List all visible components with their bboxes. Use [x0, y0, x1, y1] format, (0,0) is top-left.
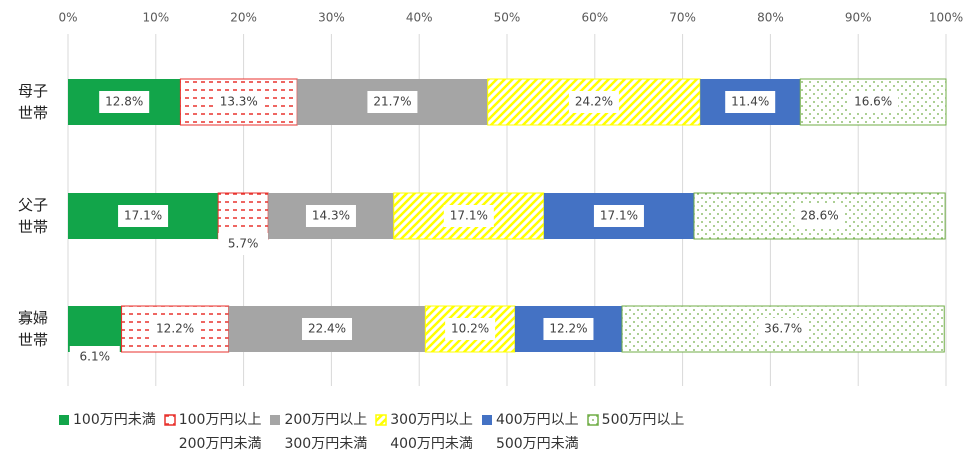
swatch [59, 415, 69, 425]
legend-swatch [586, 414, 599, 426]
label-box [568, 91, 619, 113]
label-box [305, 205, 356, 227]
x-tick-label: 90% [845, 11, 872, 25]
legend-label: 100万円以上 200万円未満 [178, 412, 262, 452]
label-box [445, 318, 496, 340]
data-label: 28.6% [801, 209, 839, 223]
data-label: 17.1% [124, 209, 162, 223]
legend-item: 400万円以上 500万円未満 [481, 408, 579, 456]
label-box [593, 205, 644, 227]
swatch [586, 414, 599, 426]
legend-swatch [163, 414, 176, 426]
legend-label: 100万円未満 [73, 412, 156, 428]
label-box [150, 318, 201, 340]
legend-swatch [481, 415, 492, 425]
data-label: 12.8% [105, 95, 143, 109]
data-label: 24.2% [575, 95, 613, 109]
x-tick-label: 20% [230, 11, 257, 25]
data-label: 21.7% [373, 95, 411, 109]
swatch [270, 415, 281, 425]
label-box [794, 205, 845, 227]
bar-segment [487, 78, 701, 126]
label-box [758, 318, 809, 340]
swatch [481, 415, 492, 425]
x-tick-label: 60% [581, 11, 608, 25]
data-label: 17.1% [600, 209, 638, 223]
legend-label: 400万円以上 500万円未満 [495, 412, 579, 452]
label-box [367, 91, 418, 113]
swatch [375, 414, 387, 426]
x-tick-label: 70% [669, 11, 696, 25]
label-box [302, 318, 353, 340]
data-label: 22.4% [308, 322, 346, 336]
chart: 0% 10% 20% 30% 40% 50% 60% 70% 80% 90% 100% 12.8% 13… [58, 11, 963, 386]
label-box [99, 91, 150, 113]
legend-item: 300万円以上 400万円未満 [375, 408, 473, 456]
label-box [218, 233, 269, 255]
label-box [543, 318, 594, 340]
data-label: 5.7% [228, 237, 259, 251]
bar-segment [799, 78, 947, 126]
data-label: 12.2% [549, 322, 587, 336]
category-label: 父子 世帯 [17, 196, 48, 236]
data-label: 13.3% [220, 95, 258, 109]
x-tick-label: 50% [494, 11, 521, 25]
bar-segment [217, 192, 269, 240]
legend-swatch [375, 414, 387, 426]
label-box [213, 91, 264, 113]
legend-item: 100万円未満 [58, 408, 156, 456]
category-label: 寡婦 世帯 [17, 309, 48, 349]
legend-label: 500万円以上 [601, 412, 685, 428]
label-box [69, 346, 120, 368]
data-label: 10.2% [451, 322, 489, 336]
label-box [725, 91, 776, 113]
x-tick-label: 40% [406, 11, 433, 25]
legend-swatch [59, 415, 69, 425]
data-label: 14.3% [312, 209, 350, 223]
x-tick-label: 100% [929, 11, 963, 25]
label-box [848, 91, 899, 113]
data-label: 6.1% [80, 350, 111, 364]
legend-label: 200万円以上 300万円未満 [284, 412, 368, 452]
x-tick-label: 10% [142, 11, 169, 25]
bar-segment [68, 306, 122, 352]
legend-item: 500万円以上 [586, 408, 685, 456]
data-label: 17.1% [450, 209, 488, 223]
legend: 100万円未満 100万円以上 200万円未満 200万円以上 300万円未満 300… [58, 408, 684, 456]
category-label: 母子 世帯 [17, 82, 48, 122]
x-tick-label: 0% [58, 11, 77, 25]
legend-item: 100万円以上 200万円未満 [163, 408, 262, 456]
data-label: 36.7% [764, 322, 802, 336]
data-label: 11.4% [731, 95, 769, 109]
legend-label: 300万円以上 400万円未満 [390, 412, 473, 452]
data-label: 12.2% [156, 322, 194, 336]
legend-item: 200万円以上 300万円未満 [269, 408, 367, 456]
swatch [163, 414, 176, 426]
x-tick-label: 30% [318, 11, 345, 25]
x-tick-label: 80% [757, 11, 784, 25]
label-box [118, 205, 169, 227]
label-box [443, 205, 494, 227]
data-label: 16.6% [854, 95, 892, 109]
legend-swatch [270, 415, 281, 425]
